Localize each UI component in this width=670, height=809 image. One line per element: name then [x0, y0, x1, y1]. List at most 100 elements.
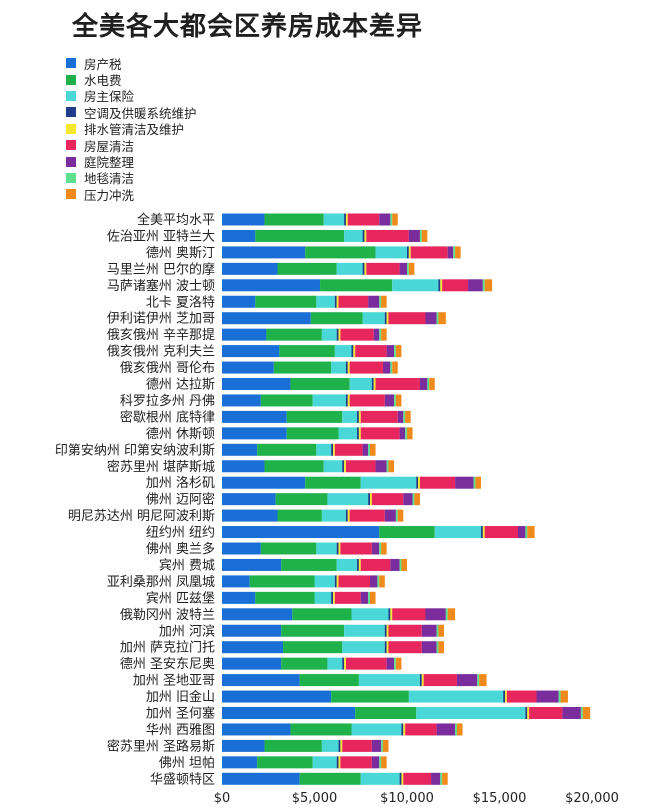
bar-segment: [388, 624, 422, 637]
legend: 房产税 水电费 房主保险 空调及供暖系统维护 排水管清洁及维护 房屋清洁 庭院整理 地毯清洁压…: [66, 55, 197, 203]
bar-segment: [222, 558, 282, 571]
bar-segment: [381, 542, 387, 555]
category-label: 宾州 匹兹堡: [146, 590, 215, 606]
bar-segment: [405, 427, 407, 440]
bar-segment: [320, 279, 393, 292]
bar-segment: [338, 542, 341, 555]
legend-item: 房屋清洁: [66, 137, 197, 154]
x-tick-label: $15,000: [473, 791, 527, 806]
bar-segment: [386, 345, 395, 358]
bar-segment: [222, 460, 265, 473]
bar-segment: [222, 361, 274, 374]
bar-segment: [351, 723, 402, 736]
bar-segment: [447, 608, 456, 621]
category-label: 德州 休斯顿: [146, 427, 215, 442]
bar-segment: [482, 279, 485, 292]
bar-segment: [222, 312, 311, 325]
bar-segment: [401, 772, 404, 785]
bar-segment: [438, 312, 446, 325]
bar-segment: [397, 410, 404, 423]
category-label: 纽约州 纽约: [146, 526, 215, 541]
bar-segment: [408, 229, 420, 242]
bar-segment: [403, 410, 406, 423]
bar-segment: [455, 476, 474, 489]
category-label: 伊利诺伊州 芝加哥: [107, 311, 215, 327]
bar-segment: [357, 427, 359, 440]
bar-segment: [440, 772, 443, 785]
bar-segment: [438, 279, 441, 292]
bar-segment: [403, 772, 432, 785]
bar-segment: [382, 361, 391, 374]
category-label: 加州 萨克拉门托: [120, 641, 215, 656]
bar-segment: [334, 295, 337, 308]
bar-segment: [392, 213, 398, 226]
bar-segment: [399, 427, 406, 440]
bar-segment: [222, 394, 261, 407]
bar-segment: [373, 378, 376, 390]
category-label: 马里兰州 巴尔的摩: [107, 261, 215, 277]
bar-segment: [364, 262, 367, 275]
bar-segment: [503, 690, 506, 703]
x-tick-label: $5,000: [292, 791, 338, 806]
legend-label: 庭院整理: [84, 155, 135, 171]
bar-segment: [316, 542, 337, 555]
legend-swatch: [66, 58, 76, 69]
bar-segment: [283, 641, 343, 654]
category-label: 华州 西雅图: [146, 723, 215, 738]
category-label: 加州 旧金山: [146, 689, 215, 705]
bar-segment: [336, 575, 339, 588]
bar-segment: [379, 542, 382, 555]
bar-segment: [377, 575, 380, 588]
bar-segment: [388, 460, 395, 473]
bar-segment: [331, 443, 333, 456]
bar-segment: [371, 378, 374, 390]
bar-segment: [506, 690, 537, 703]
bar-segment: [416, 707, 526, 719]
bar-segment: [384, 312, 387, 325]
bar-segment: [279, 345, 335, 358]
bar-segment: [473, 476, 476, 489]
bar-segment: [255, 591, 315, 604]
bar-segment: [222, 772, 300, 785]
bar-segment: [344, 229, 363, 242]
bar-segment: [408, 690, 504, 703]
bar-segment: [281, 624, 345, 637]
bar-segment: [368, 493, 370, 506]
bar-segment: [558, 690, 561, 703]
bar-segment: [368, 591, 370, 604]
bar-segment: [264, 739, 322, 752]
bar-segment: [347, 213, 380, 226]
bar-segment: [421, 624, 437, 637]
bar-segment: [368, 443, 370, 456]
category-label: 佛州 坦帕: [159, 756, 215, 771]
bar-segment: [399, 262, 407, 275]
bar-segment: [340, 542, 372, 555]
bar-segment: [468, 279, 483, 292]
bar-segment: [408, 246, 411, 259]
bar-segment: [562, 707, 581, 719]
x-tick-label: $10,000: [380, 791, 434, 806]
bar-segment: [222, 345, 280, 358]
bar-segment: [484, 526, 518, 539]
bar-segment: [453, 246, 456, 259]
bar-segment: [456, 723, 463, 736]
bar-segment: [434, 526, 481, 539]
bar-segment: [222, 443, 258, 456]
bar-segment: [390, 558, 400, 571]
bar-segment: [222, 690, 332, 703]
bar-segment: [386, 460, 389, 473]
bar-segment: [314, 591, 332, 604]
bar-segment: [438, 624, 444, 637]
category-label: 佛州 奥兰多: [146, 541, 215, 557]
bar-segment: [375, 460, 387, 473]
bar-segment: [399, 772, 402, 785]
bar-segment: [222, 295, 256, 308]
bar-segment: [358, 427, 361, 440]
bar-segment: [394, 657, 396, 670]
bar-segment: [222, 279, 321, 292]
bar-segment: [395, 394, 402, 407]
bar-segment: [222, 427, 287, 440]
bar-segment: [360, 476, 417, 489]
bar-segment: [475, 476, 481, 489]
bar-segment: [360, 772, 400, 785]
